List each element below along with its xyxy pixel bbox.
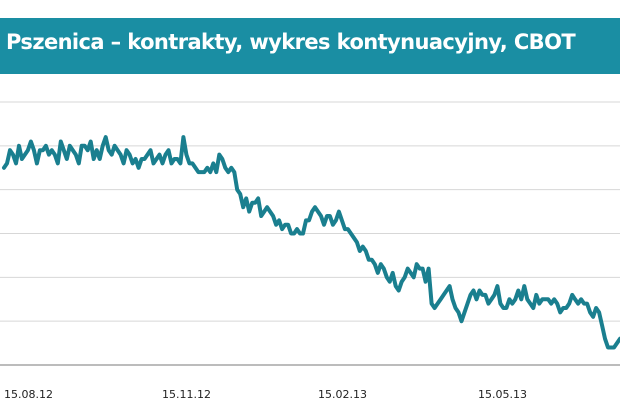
chart-title-bar: Pszenica – kontrakty, wykres kontynuacyj… [0,18,620,74]
series-line-0 [2,135,620,350]
series-layer [2,135,620,350]
chart-title: Pszenica – kontrakty, wykres kontynuacyj… [6,30,576,54]
x-tick-label: 15.08.12 [4,388,53,401]
x-tick-label: 15.05.13 [478,388,527,401]
x-tick-label: 15.11.12 [162,388,211,401]
x-tick-labels: 15.08.12 15.11.12 15.02.13 15.05.13 [4,388,527,401]
x-tick-label: 15.02.13 [318,388,367,401]
gridlines [0,101,620,322]
